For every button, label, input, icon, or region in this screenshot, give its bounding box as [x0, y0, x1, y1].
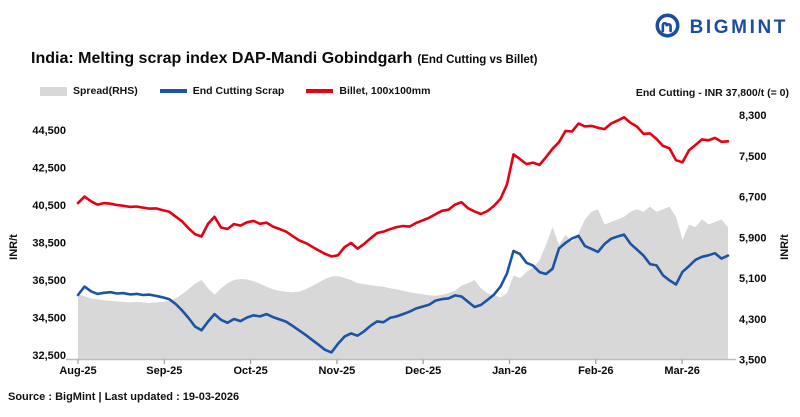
legend-item-billet: Billet, 100x100mm	[306, 85, 430, 97]
legend-label-billet: Billet, 100x100mm	[339, 85, 431, 97]
billet-swatch	[306, 89, 334, 93]
right-axis-tick-label: 3,500	[739, 355, 767, 367]
right-axis-tick-label: 6,700	[739, 192, 767, 204]
x-axis-label: Jan-26	[492, 365, 527, 377]
legend-label-spread: Spread(RHS)	[73, 85, 138, 97]
legend-label-end-cutting: End Cutting Scrap	[192, 85, 285, 97]
bigmint-logo: BIGMINT	[652, 12, 788, 43]
x-axis-label: Nov-25	[319, 365, 356, 377]
right-axis-tick-label: 5,900	[739, 232, 767, 244]
bigmint-logo-icon	[655, 13, 680, 38]
billet-line	[76, 116, 730, 258]
page-title: India: Melting scrap index DAP-Mandi Gob…	[31, 50, 537, 68]
bigmint-logo-text: BIGMINT	[689, 16, 788, 38]
legend-item-spread: Spread(RHS)	[40, 85, 138, 97]
left-axis-tick-label: 40,500	[32, 200, 66, 212]
left-axis-tick-label: 34,500	[32, 313, 66, 325]
x-axis-label: Feb-26	[578, 365, 613, 377]
left-axis-tick-label: 36,500	[32, 275, 66, 287]
end-cutting-line	[76, 233, 730, 354]
source-note: Source : BigMint | Last updated : 19-03-…	[8, 391, 240, 403]
title-qualifier: (End Cutting vs Billet)	[417, 54, 538, 66]
right-axis-tick-label: 7,500	[739, 151, 767, 163]
chart-legend: Spread(RHS) End Cutting Scrap Billet, 10…	[40, 85, 430, 97]
x-axis-label: Sep-25	[146, 365, 182, 377]
title-main: India: Melting scrap index DAP-Mandi Gob…	[31, 50, 413, 67]
right-axis-tick-label: 8,300	[739, 110, 767, 122]
right-axis-tick-label: 4,300	[739, 314, 767, 326]
end-cutting-swatch	[159, 89, 187, 93]
x-axis-label: Dec-25	[405, 365, 441, 377]
left-axis-tick-label: 32,500	[32, 350, 66, 362]
x-axis-label: Mar-26	[664, 365, 699, 377]
left-axis-tick-label: 44,500	[32, 125, 66, 137]
spread-swatch	[40, 86, 67, 96]
x-axis-label: Aug-25	[59, 365, 96, 377]
x-axis-label: Oct-25	[233, 365, 267, 377]
right-axis-title: INR/t	[779, 234, 791, 260]
legend-item-end-cutting: End Cutting Scrap	[159, 85, 285, 97]
latest-price-note: End Cutting - INR 37,800/t (= 0)	[635, 87, 789, 99]
spread-area	[78, 206, 728, 360]
left-axis-title: INR/t	[8, 234, 20, 260]
left-axis-tick-label: 38,500	[32, 238, 66, 250]
left-axis-tick-label: 42,500	[32, 163, 66, 175]
right-axis-tick-label: 5,100	[739, 273, 767, 285]
